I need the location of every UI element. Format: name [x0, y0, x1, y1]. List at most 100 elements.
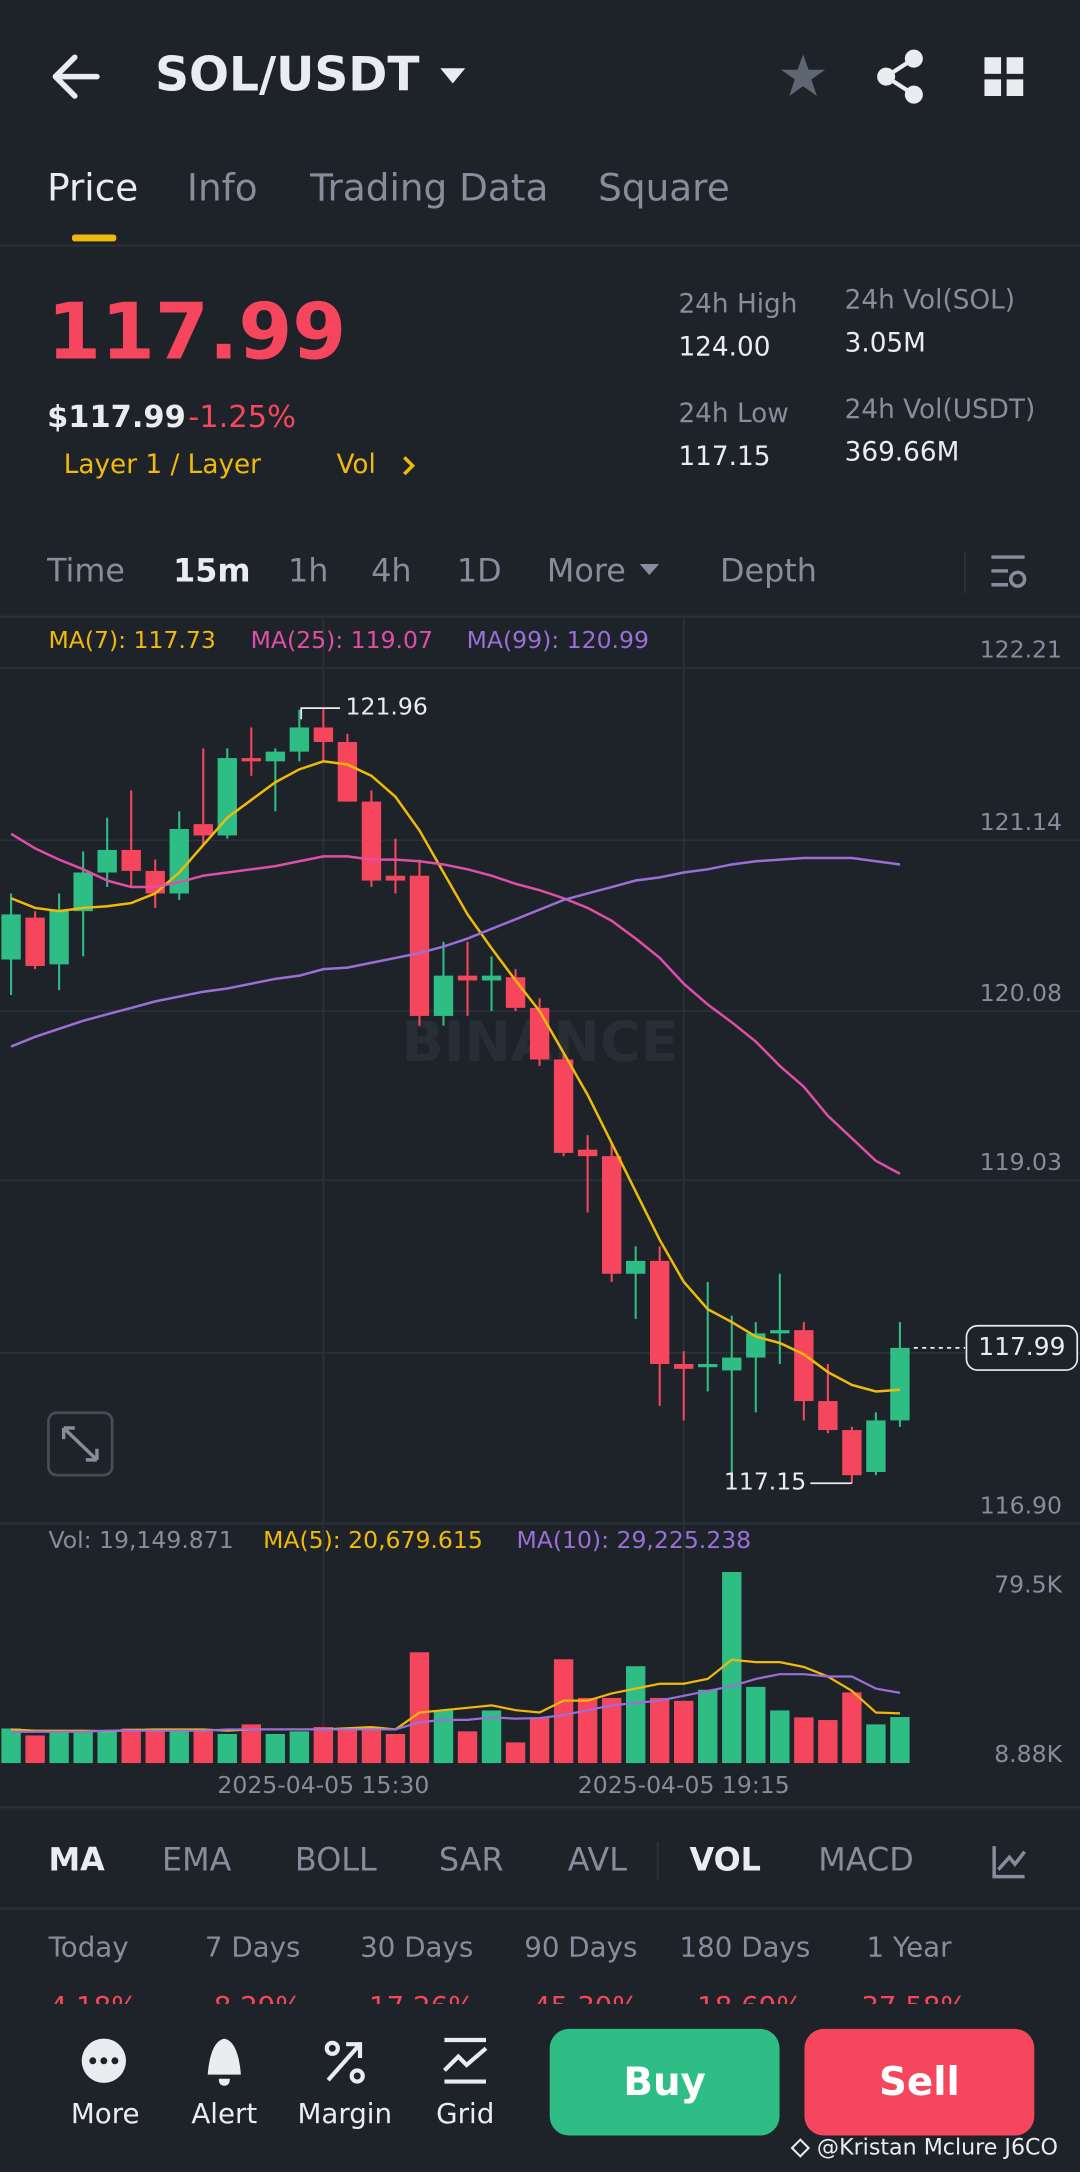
ma-line	[11, 1658, 901, 1733]
candle-body	[698, 1364, 718, 1368]
ma-line	[10, 832, 901, 1175]
interval[interactable]: 1h	[288, 551, 328, 589]
period-label: 1 Year	[866, 1931, 952, 1964]
period-label: Today	[48, 1931, 129, 1964]
candle-body	[337, 741, 358, 802]
interval[interactable]: 4h	[371, 551, 411, 589]
candle-body	[1, 914, 21, 960]
volume-bar	[193, 1731, 213, 1764]
indicator-settings-icon[interactable]	[992, 1846, 1026, 1879]
candle-body	[241, 758, 261, 762]
expand-icon[interactable]	[47, 1411, 114, 1477]
volume-bar	[1, 1728, 21, 1764]
volume-legend: Vol: 19,149.871	[48, 1526, 233, 1554]
candle-body	[842, 1430, 862, 1476]
sell-button[interactable]	[804, 2028, 1035, 2136]
tab[interactable]: Price	[47, 166, 138, 210]
candle-body	[818, 1401, 838, 1431]
buy-label[interactable]: Buy	[623, 2060, 705, 2105]
vol-link[interactable]: Vol	[336, 450, 375, 480]
tab[interactable]: Info	[187, 166, 258, 210]
volume-bar	[433, 1710, 454, 1764]
indicator-tab[interactable]: EMA	[162, 1840, 232, 1878]
volume-bar	[529, 1717, 550, 1764]
volume-bar	[49, 1731, 69, 1764]
volume-bar	[770, 1710, 790, 1764]
stat-label: 24h High	[678, 290, 797, 320]
price-change: -1.25%	[188, 400, 296, 435]
candle-body	[625, 1260, 646, 1274]
more-caret	[639, 564, 660, 576]
tab[interactable]: Square	[598, 166, 730, 210]
action-label[interactable]: More	[71, 2097, 140, 2130]
tab[interactable]: Trading Data	[309, 166, 548, 210]
indicator-tab[interactable]: SAR	[439, 1840, 504, 1878]
candle-body	[674, 1364, 694, 1369]
favorite-icon[interactable]	[780, 54, 826, 96]
sector-tag[interactable]: Layer 1 / Layer	[64, 450, 261, 480]
interval[interactable]: Time	[46, 551, 125, 589]
y-tick-label: 116.90	[980, 1491, 1062, 1519]
grid-icon[interactable]	[442, 2037, 488, 2084]
interval[interactable]: Depth	[720, 551, 817, 589]
volume-bar	[73, 1731, 93, 1764]
layout-icon[interactable]	[984, 57, 1024, 96]
indicator-tab[interactable]: VOL	[690, 1840, 761, 1878]
chart-settings-icon[interactable]	[991, 555, 1027, 588]
usd-price: $117.99	[47, 400, 186, 435]
indicator-tab[interactable]: AVL	[568, 1840, 628, 1878]
candle-body	[193, 824, 213, 836]
share-icon[interactable]	[877, 49, 923, 104]
indicator-tab[interactable]: MACD	[818, 1840, 913, 1878]
candle-body	[433, 975, 454, 1016]
pair-caret[interactable]	[440, 68, 466, 84]
candle-body	[746, 1333, 766, 1358]
indicator-tab[interactable]: BOLL	[295, 1840, 377, 1878]
action-label[interactable]: Margin	[297, 2097, 392, 2130]
candle-body	[409, 875, 430, 1016]
candle-body	[385, 875, 406, 881]
buy-button[interactable]	[549, 2028, 780, 2136]
margin-icon[interactable]	[324, 2040, 365, 2084]
volume-bar	[337, 1728, 358, 1764]
volume-bar	[361, 1727, 382, 1764]
candle-body	[73, 872, 93, 912]
alert-icon[interactable]	[207, 2038, 241, 2086]
candle-body	[289, 727, 310, 752]
back-button[interactable]	[52, 54, 100, 99]
stat-value: 3.05M	[845, 328, 926, 358]
action-label[interactable]: Alert	[191, 2097, 257, 2130]
candle-body	[794, 1330, 814, 1402]
volume-bar	[385, 1733, 406, 1764]
stat-label: 24h Low	[678, 399, 788, 429]
interval[interactable]: 1D	[457, 551, 502, 589]
action-label[interactable]: Grid	[436, 2097, 494, 2130]
more-icon[interactable]	[81, 2038, 126, 2083]
sell-label[interactable]: Sell	[879, 2060, 960, 2105]
volume-bar	[625, 1666, 646, 1764]
y-tick-label: 8.88K	[994, 1740, 1062, 1768]
interval[interactable]: More	[547, 551, 626, 589]
legend-entry: MA(25): 119.07	[251, 626, 433, 654]
tab-indicator	[72, 234, 117, 242]
volume-bar	[265, 1733, 286, 1764]
candle-body	[457, 975, 478, 981]
stat-label: 24h Vol(USDT)	[845, 395, 1036, 425]
volume-bar	[25, 1735, 45, 1764]
volume-bar	[481, 1710, 502, 1764]
period-label: 180 Days	[680, 1931, 811, 1964]
pair-title[interactable]: SOL/USDT	[155, 48, 419, 103]
y-tick-label: 79.5K	[994, 1570, 1062, 1598]
high-label: 121.96	[346, 693, 428, 721]
volume-bar	[457, 1731, 478, 1764]
volume-chart: 79.5K 8.88K Vol: 19,149.871 MA(5): 20,679.6…	[1, 1526, 1063, 1768]
last-price: 117.99	[47, 287, 346, 377]
stat-value: 369.66M	[845, 438, 960, 468]
volume-bar	[746, 1686, 766, 1764]
indicator-tab[interactable]: MA	[48, 1840, 105, 1878]
volume-bar	[553, 1659, 574, 1764]
stat-label: 24h Vol(SOL)	[845, 285, 1015, 315]
legend-entry: MA(99): 120.99	[467, 626, 649, 654]
interval[interactable]: 15m	[173, 551, 250, 589]
